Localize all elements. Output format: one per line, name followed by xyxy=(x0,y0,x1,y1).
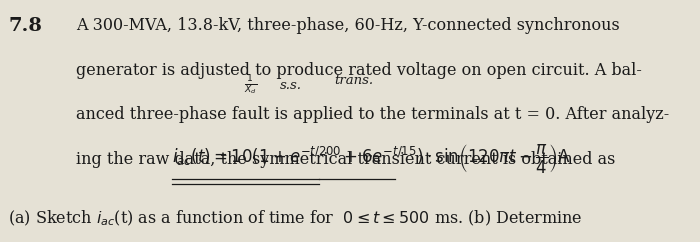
Text: 7.8: 7.8 xyxy=(8,17,42,35)
Text: ing the raw data, the symmetrical transient current is obtained as: ing the raw data, the symmetrical transi… xyxy=(76,151,615,168)
Text: (a) Sketch $i_{ac}$(t) as a function of time for  $0 \leq t \leq 500$ ms. (b) De: (a) Sketch $i_{ac}$(t) as a function of … xyxy=(8,208,583,227)
Text: generator is adjusted to produce rated voltage on open circuit. A bal-: generator is adjusted to produce rated v… xyxy=(76,62,641,79)
Text: A 300-MVA, 13.8-kV, three-phase, 60-Hz, Y-connected synchronous: A 300-MVA, 13.8-kV, three-phase, 60-Hz, … xyxy=(76,17,620,34)
Text: s.s.: s.s. xyxy=(279,79,302,92)
Text: anced three-phase fault is applied to the terminals at t = 0. After analyz-: anced three-phase fault is applied to th… xyxy=(76,106,669,123)
Text: $i_{ac}(t) = 10(1 + e^{-t/200} + 6e^{-t/15}) \cdot \sin\!\left(120\pi t - \dfrac: $i_{ac}(t) = 10(1 + e^{-t/200} + 6e^{-t/… xyxy=(172,142,570,175)
Text: trans.: trans. xyxy=(334,74,373,87)
Text: $\frac{1}{X_d}$: $\frac{1}{X_d}$ xyxy=(244,73,257,97)
